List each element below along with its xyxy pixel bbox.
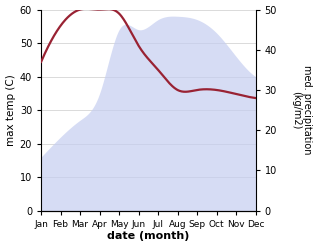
X-axis label: date (month): date (month) [107,231,190,242]
Y-axis label: max temp (C): max temp (C) [5,74,16,146]
Y-axis label: med. precipitation
(kg/m2): med. precipitation (kg/m2) [291,65,313,155]
